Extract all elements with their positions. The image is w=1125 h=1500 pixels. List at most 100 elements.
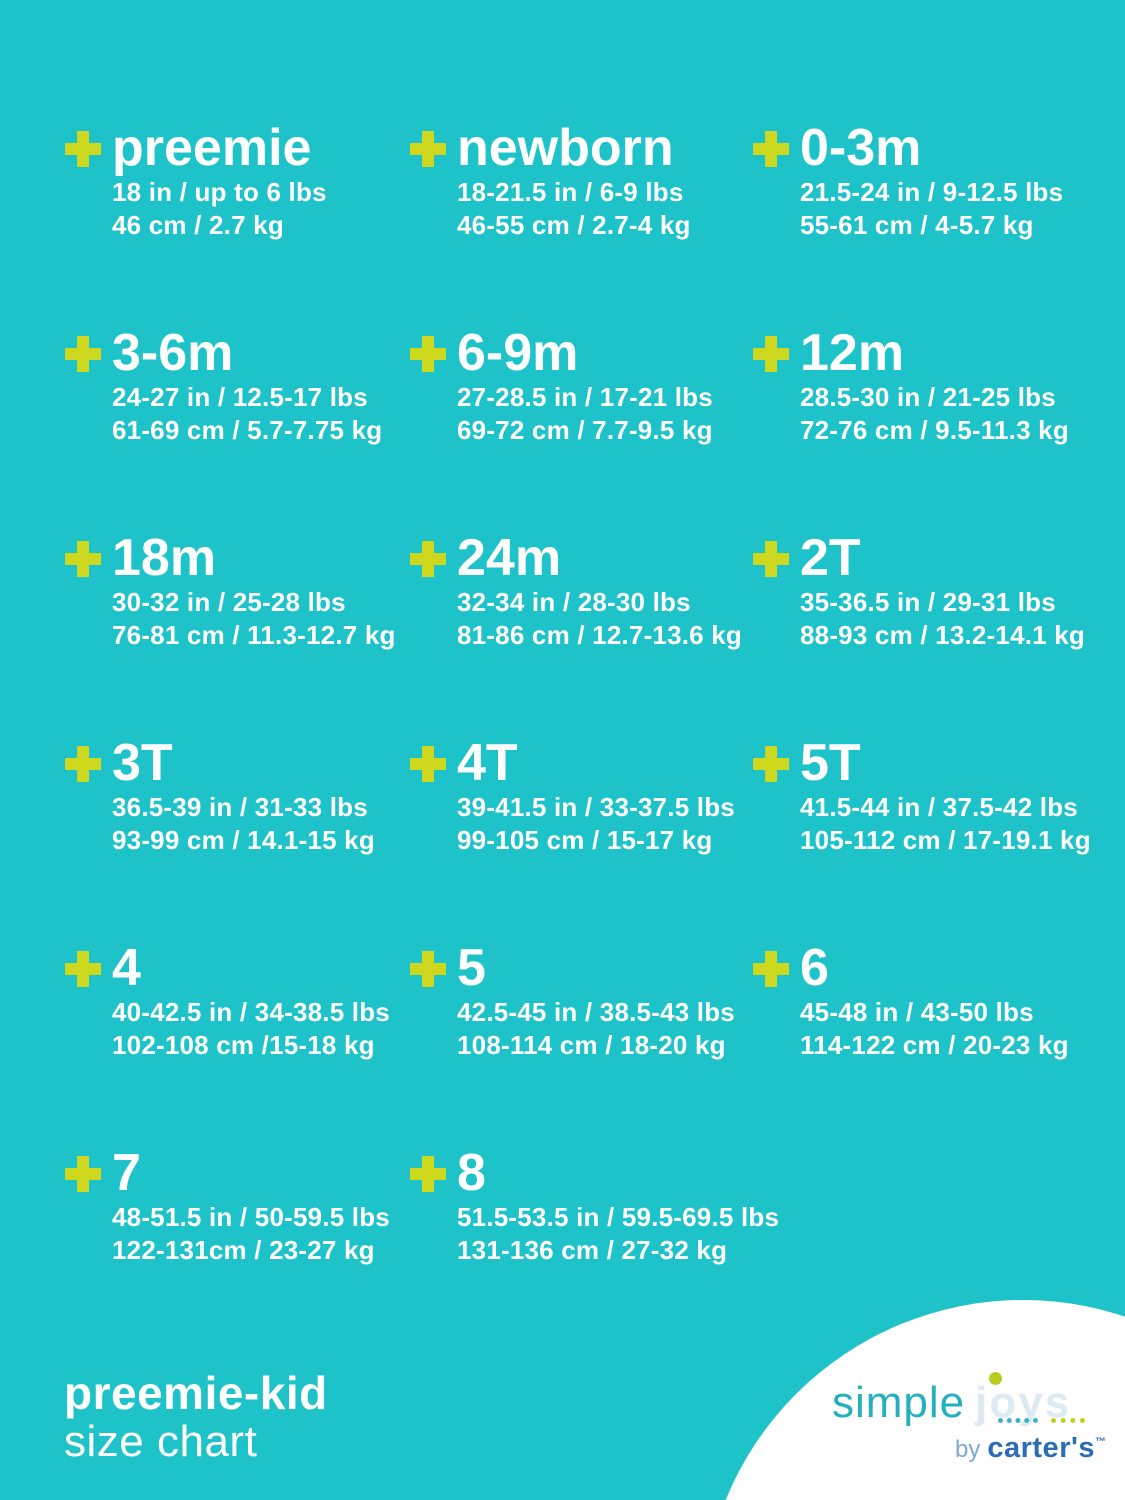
size-info: 4T 39-41.5 in / 33-37.5 lbs 99-105 cm / 15… — [457, 737, 735, 857]
plus-icon — [410, 131, 446, 167]
size-range-metric: 131-136 cm / 27-32 kg — [457, 1235, 728, 1265]
size-cell: 5 42.5-45 in / 38.5-43 lbs 108-114 cm / 18… — [410, 942, 753, 1147]
size-cell: 4T 39-41.5 in / 33-37.5 lbs 99-105 cm / 15… — [410, 737, 753, 942]
size-range-imperial: 30-32 in / 25-28 lbs — [112, 587, 346, 617]
chart-footer: preemie-kid size chart — [64, 1368, 328, 1466]
size-cell: 0-3m 21.5-24 in / 9-12.5 lbs 55-61 cm / 4-… — [753, 122, 1091, 327]
logo-simple-text: simple — [832, 1378, 966, 1427]
size-range-imperial: 24-27 in / 12.5-17 lbs — [112, 382, 368, 412]
size-range-imperial: 36.5-39 in / 31-33 lbs — [112, 792, 368, 822]
size-info: 7 48-51.5 in / 50-59.5 lbs 122-131cm / 23-… — [112, 1147, 390, 1267]
plus-icon — [753, 131, 789, 167]
size-range-metric: 88-93 cm / 13.2-14.1 kg — [800, 620, 1086, 650]
size-label: 3-6m — [112, 324, 234, 382]
size-cell: 18m 30-32 in / 25-28 lbs 76-81 cm / 11.3-1… — [65, 532, 410, 737]
plus-icon — [753, 336, 789, 372]
size-info: 5 42.5-45 in / 38.5-43 lbs 108-114 cm / 18… — [457, 942, 735, 1062]
size-range-metric: 105-112 cm / 17-19.1 kg — [800, 825, 1091, 855]
size-range-metric: 99-105 cm / 15-17 kg — [457, 825, 713, 855]
size-grid: preemie 18 in / up to 6 lbs 46 cm / 2.7 kg… — [65, 122, 1091, 1352]
size-range-imperial: 32-34 in / 28-30 lbs — [457, 587, 691, 617]
size-range-imperial: 21.5-24 in / 9-12.5 lbs — [800, 177, 1064, 207]
size-label: 5T — [800, 734, 861, 792]
size-info: preemie 18 in / up to 6 lbs 46 cm / 2.7 kg — [112, 122, 327, 242]
chart-title: preemie-kid — [64, 1367, 328, 1419]
size-info: 3-6m 24-27 in / 12.5-17 lbs 61-69 cm / 5.7… — [112, 327, 382, 447]
size-cell: 6-9m 27-28.5 in / 17-21 lbs 69-72 cm / 7.7… — [410, 327, 753, 532]
size-range-metric: 72-76 cm / 9.5-11.3 kg — [800, 415, 1069, 445]
size-range-metric: 81-86 cm / 12.7-13.6 kg — [457, 620, 743, 650]
size-label: newborn — [457, 119, 674, 177]
size-info: 5T 41.5-44 in / 37.5-42 lbs 105-112 cm / 1… — [800, 737, 1091, 857]
logo-dotted-underline-left-icon — [998, 1418, 1038, 1423]
size-range-imperial: 35-36.5 in / 29-31 lbs — [800, 587, 1056, 617]
size-label: 3T — [112, 734, 173, 792]
size-info: 24m 32-34 in / 28-30 lbs 81-86 cm / 12.7-1… — [457, 532, 742, 652]
size-info: 2T 35-36.5 in / 29-31 lbs 88-93 cm / 13.2-… — [800, 532, 1085, 652]
size-cell: preemie 18 in / up to 6 lbs 46 cm / 2.7 kg — [65, 122, 410, 327]
size-range-imperial: 45-48 in / 43-50 lbs — [800, 997, 1034, 1027]
size-range-imperial: 18 in / up to 6 lbs — [112, 177, 327, 207]
plus-icon — [753, 951, 789, 987]
size-range-imperial: 41.5-44 in / 37.5-42 lbs — [800, 792, 1078, 822]
plus-icon — [410, 541, 446, 577]
size-label: 18m — [112, 529, 217, 587]
size-info: 12m 28.5-30 in / 21-25 lbs 72-76 cm / 9.5-… — [800, 327, 1069, 447]
size-label: 12m — [800, 324, 905, 382]
plus-icon — [410, 1156, 446, 1192]
size-range-metric: 93-99 cm / 14.1-15 kg — [112, 825, 375, 855]
logo-carters-text: carter's — [987, 1432, 1095, 1464]
plus-icon — [65, 541, 101, 577]
plus-icon — [65, 746, 101, 782]
size-range-metric: 69-72 cm / 7.7-9.5 kg — [457, 415, 713, 445]
size-label: 4T — [457, 734, 518, 792]
size-cell: 2T 35-36.5 in / 29-31 lbs 88-93 cm / 13.2-… — [753, 532, 1091, 737]
size-cell: 5T 41.5-44 in / 37.5-42 lbs 105-112 cm / 1… — [753, 737, 1091, 942]
size-range-imperial: 48-51.5 in / 50-59.5 lbs — [112, 1202, 390, 1232]
size-range-metric: 55-61 cm / 4-5.7 kg — [800, 210, 1034, 240]
size-range-imperial: 28.5-30 in / 21-25 lbs — [800, 382, 1056, 412]
size-range-imperial: 51.5-53.5 in / 59.5-69.5 lbs — [457, 1202, 780, 1232]
size-label: 6-9m — [457, 324, 579, 382]
size-range-metric: 46-55 cm / 2.7-4 kg — [457, 210, 691, 240]
size-info: 8 51.5-53.5 in / 59.5-69.5 lbs 131-136 cm … — [457, 1147, 779, 1267]
size-cell: 8 51.5-53.5 in / 59.5-69.5 lbs 131-136 cm … — [410, 1147, 779, 1352]
plus-icon — [65, 131, 101, 167]
size-cell: 6 45-48 in / 43-50 lbs 114-122 cm / 20-23 … — [753, 942, 1091, 1147]
size-range-metric: 46 cm / 2.7 kg — [112, 210, 284, 240]
size-range-metric: 61-69 cm / 5.7-7.75 kg — [112, 415, 383, 445]
size-range-metric: 108-114 cm / 18-20 kg — [457, 1030, 726, 1060]
logo-by-text: by — [955, 1436, 981, 1463]
size-range-imperial: 40-42.5 in / 34-38.5 lbs — [112, 997, 390, 1027]
plus-icon — [65, 951, 101, 987]
size-range-imperial: 39-41.5 in / 33-37.5 lbs — [457, 792, 735, 822]
logo-dotted-underline-right-icon — [1051, 1418, 1085, 1423]
size-info: newborn 18-21.5 in / 6-9 lbs 46-55 cm / 2.… — [457, 122, 691, 242]
size-range-metric: 114-122 cm / 20-23 kg — [800, 1030, 1069, 1060]
size-info: 6 45-48 in / 43-50 lbs 114-122 cm / 20-23 … — [800, 942, 1069, 1062]
size-info: 4 40-42.5 in / 34-38.5 lbs 102-108 cm /15-… — [112, 942, 390, 1062]
size-label: 2T — [800, 529, 861, 587]
size-info: 3T 36.5-39 in / 31-33 lbs 93-99 cm / 14.1-… — [112, 737, 375, 857]
size-range-imperial: 18-21.5 in / 6-9 lbs — [457, 177, 684, 207]
plus-icon — [410, 746, 446, 782]
size-info: 6-9m 27-28.5 in / 17-21 lbs 69-72 cm / 7.7… — [457, 327, 713, 447]
size-range-imperial: 42.5-45 in / 38.5-43 lbs — [457, 997, 735, 1027]
size-label: 24m — [457, 529, 562, 587]
logo-j-dot-icon — [989, 1372, 1002, 1385]
size-info: 18m 30-32 in / 25-28 lbs 76-81 cm / 11.3-1… — [112, 532, 396, 652]
trademark-symbol: ™ — [1095, 1436, 1106, 1448]
brand-logo-byline: by carter's ™ — [955, 1432, 1106, 1465]
size-cell: 3T 36.5-39 in / 31-33 lbs 93-99 cm / 14.1-… — [65, 737, 410, 942]
size-range-metric: 122-131cm / 23-27 kg — [112, 1235, 375, 1265]
plus-icon — [65, 1156, 101, 1192]
size-label: 4 — [112, 939, 141, 997]
size-label: 5 — [457, 939, 486, 997]
size-range-metric: 102-108 cm /15-18 kg — [112, 1030, 375, 1060]
size-cell: 3-6m 24-27 in / 12.5-17 lbs 61-69 cm / 5.7… — [65, 327, 410, 532]
chart-subtitle: size chart — [64, 1417, 258, 1466]
size-label: preemie — [112, 119, 312, 177]
size-cell: 4 40-42.5 in / 34-38.5 lbs 102-108 cm /15-… — [65, 942, 410, 1147]
size-range-imperial: 27-28.5 in / 17-21 lbs — [457, 382, 713, 412]
